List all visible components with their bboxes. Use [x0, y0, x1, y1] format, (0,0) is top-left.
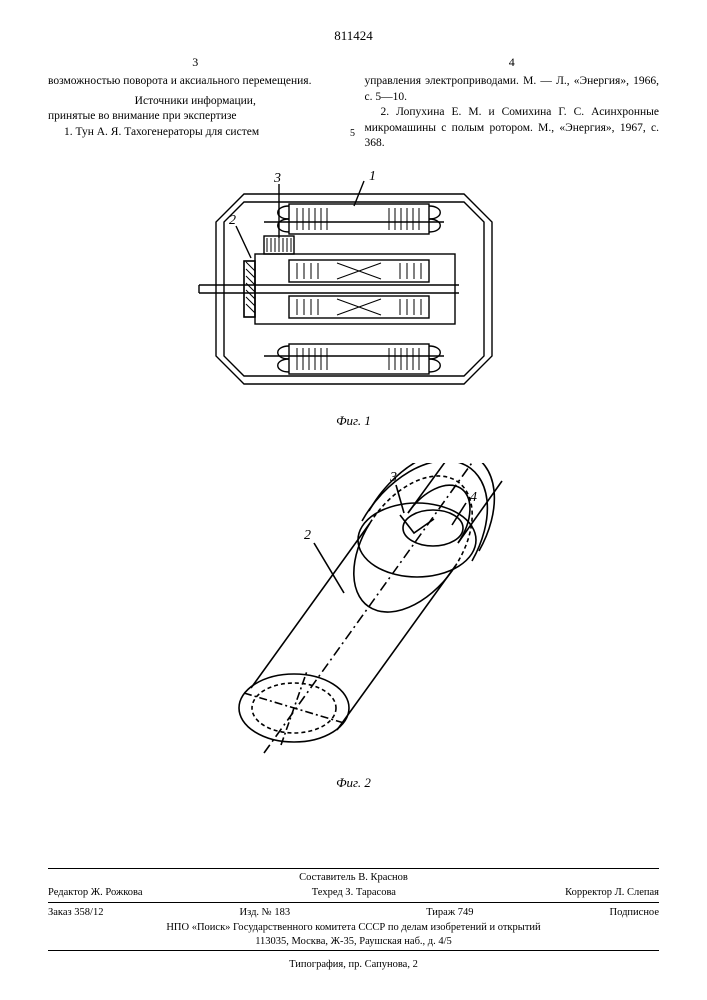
- footer-addr: 113035, Москва, Ж-35, Раушская наб., д. …: [48, 936, 659, 947]
- fig2-caption: Фиг. 2: [48, 775, 659, 791]
- fig2-label-2: 2: [304, 528, 311, 543]
- left-column: 3 возможностью поворота и аксиального пе…: [48, 54, 343, 152]
- figure-2-svg: 2 3 4: [204, 463, 504, 773]
- left-p3: 1. Тун А. Я. Тахогенераторы для систем: [48, 125, 343, 141]
- fig1-caption: Фиг. 1: [48, 413, 659, 429]
- footer-izd: Изд. № 183: [240, 907, 291, 918]
- fig1-label-2: 2: [229, 213, 236, 228]
- figure-1: 1 2 3 Фиг. 1: [48, 166, 659, 429]
- footer-order: Заказ 358/12: [48, 907, 103, 918]
- footer-editor: Редактор Ж. Рожкова: [48, 887, 143, 898]
- left-p2-head: Источники информации,: [48, 94, 343, 110]
- footer-corrector: Корректор Л. Слепая: [565, 887, 659, 898]
- fig1-label-3: 3: [273, 171, 281, 186]
- figure-2: 2 3 4 Фиг. 2: [48, 463, 659, 791]
- right-p1: управления электроприводами. М. — Л., «Э…: [365, 74, 660, 105]
- footer-typog: Типография, пр. Сапунова, 2: [48, 959, 659, 970]
- left-col-number: 3: [48, 54, 343, 70]
- right-col-number: 4: [365, 54, 660, 70]
- figure-1-svg: 1 2 3: [189, 166, 519, 411]
- right-p2: 2. Лопухина Е. М. и Сомихина Г. С. Асинх…: [365, 105, 660, 152]
- footer-block: Составитель В. Краснов Редактор Ж. Рожко…: [48, 865, 659, 970]
- footer-techred: Техред З. Тарасова: [312, 887, 396, 898]
- footer-compiler: Составитель В. Краснов: [48, 872, 659, 883]
- fig2-label-3: 3: [389, 470, 397, 485]
- fig2-label-4: 4: [470, 490, 477, 505]
- doc-number: 811424: [48, 28, 659, 44]
- footer-tirazh: Тираж 749: [426, 907, 473, 918]
- left-p2-sub: принятые во внимание при экспертизе: [48, 109, 343, 125]
- footer-podpis: Подписное: [610, 907, 659, 918]
- footer-org: НПО «Поиск» Государственного комитета СС…: [48, 922, 659, 933]
- left-p1: возможностью поворота и аксиального пере…: [48, 74, 343, 90]
- line-number-5: 5: [350, 128, 355, 139]
- fig1-label-1: 1: [369, 169, 376, 184]
- right-column: 4 управления электроприводами. М. — Л., …: [365, 54, 660, 152]
